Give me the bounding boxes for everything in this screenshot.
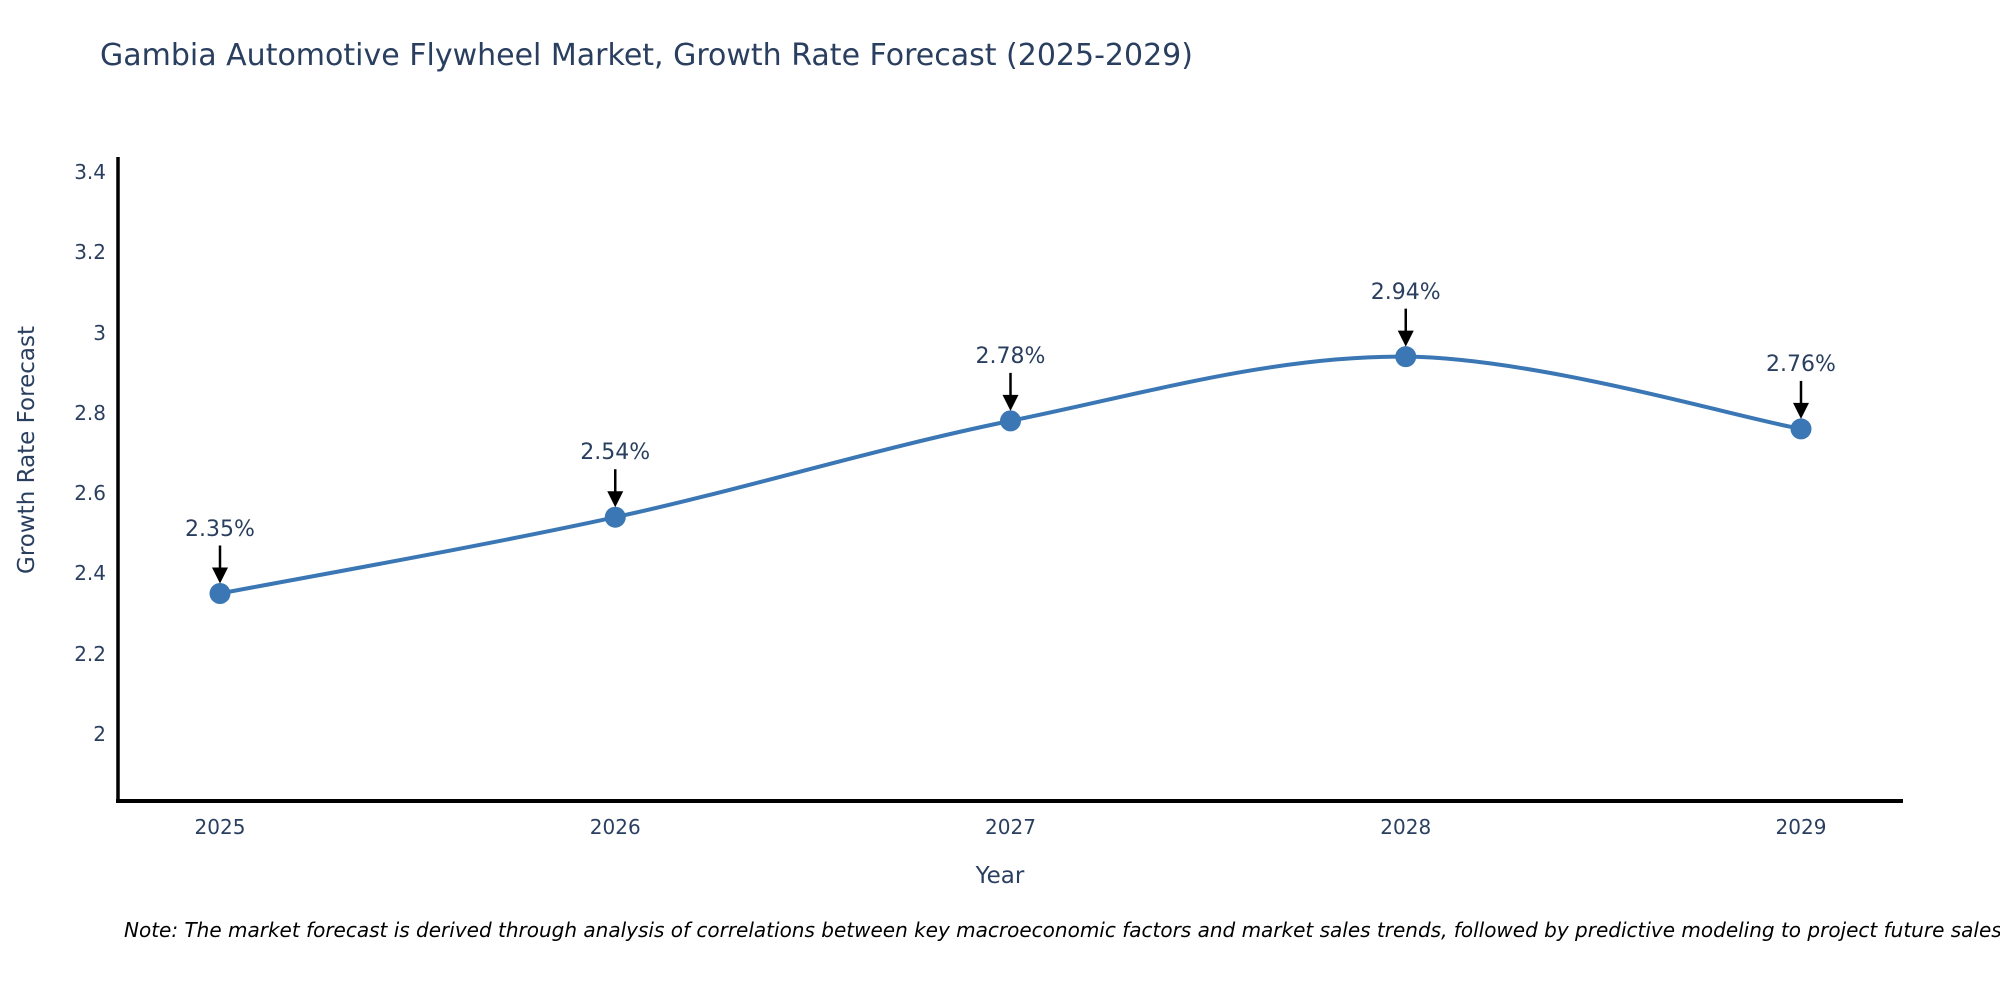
x-tick-label: 2028	[1380, 815, 1432, 839]
data-point-marker[interactable]	[1790, 418, 1812, 440]
y-axis-title: Growth Rate Forecast	[14, 326, 40, 574]
data-point-marker[interactable]	[1395, 346, 1417, 368]
y-tick-label: 2.6	[74, 481, 106, 506]
x-tick-label: 2026	[589, 815, 641, 839]
y-tick-label: 2.2	[74, 641, 106, 666]
data-point-label: 2.54%	[580, 440, 651, 466]
annotation-arrow-head	[212, 567, 228, 584]
annotation-arrow-head	[1397, 330, 1414, 347]
y-tick-label: 2.4	[74, 561, 106, 586]
annotation-arrow-head	[1793, 402, 1809, 419]
data-point-label: 2.78%	[975, 343, 1046, 369]
annotation-arrow-head	[607, 491, 624, 508]
forecast-line	[219, 354, 1802, 596]
x-tick-label: 2025	[194, 815, 246, 839]
data-point-marker[interactable]	[604, 506, 626, 528]
footnote: Note: The market forecast is derived thr…	[124, 918, 2000, 942]
y-tick-label: 2	[93, 722, 106, 746]
y-tick-label: 3.2	[74, 240, 106, 265]
x-axis-title: Year	[975, 863, 1025, 889]
data-point-marker[interactable]	[1000, 410, 1021, 432]
annotation-arrow-head	[1002, 394, 1019, 411]
x-tick-label: 2029	[1775, 815, 1827, 839]
x-tick-label: 2027	[985, 815, 1036, 839]
y-tick-label: 2.8	[74, 400, 106, 425]
y-tick-label: 3.4	[74, 160, 106, 184]
data-point-label: 2.94%	[1370, 279, 1441, 305]
chart-title: Gambia Automotive Flywheel Market, Growt…	[100, 38, 1193, 73]
data-point-label: 2.35%	[185, 516, 255, 542]
data-point-label: 2.76%	[1766, 351, 1836, 377]
data-point-marker[interactable]	[209, 583, 231, 604]
y-tick-label: 3	[93, 320, 106, 345]
